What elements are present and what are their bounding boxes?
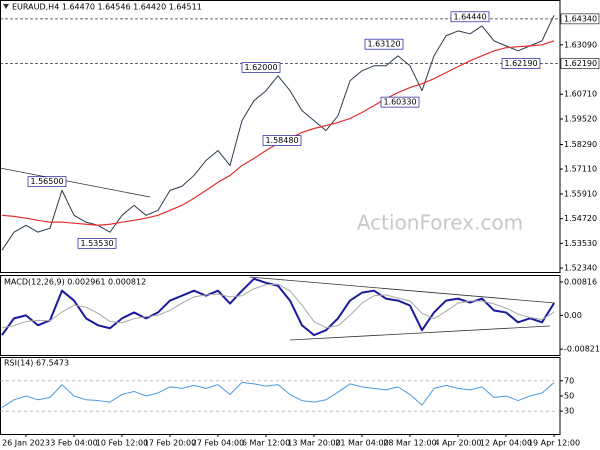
level-label-box bbox=[560, 58, 600, 69]
price-panel bbox=[0, 0, 561, 273]
annotation-label: 1.53530 bbox=[80, 239, 113, 248]
y-tick-label: 0.00816 bbox=[564, 277, 597, 286]
menu-icon[interactable] bbox=[3, 4, 9, 9]
y-tick-label: 1.52340 bbox=[564, 264, 597, 273]
x-tick-label: 19 Apr 12:00 bbox=[528, 439, 580, 448]
x-tick-label: 26 Jan 2023 bbox=[2, 439, 50, 448]
annotation-label: 1.58480 bbox=[265, 136, 298, 145]
x-tick-label: 12 Apr 04:00 bbox=[480, 439, 532, 448]
y-tick-label: 1.63090 bbox=[564, 40, 597, 49]
level-label-box bbox=[560, 13, 600, 25]
y-tick-label: 1.54720 bbox=[564, 214, 597, 223]
trend-line bbox=[0, 167, 151, 198]
annotation-label: 1.56500 bbox=[30, 177, 63, 186]
x-tick-label: 6 Mar 12:00 bbox=[242, 439, 290, 448]
x-tick-label: 28 Mar 12:00 bbox=[383, 439, 436, 448]
macd-title: MACD(12,26,9) 0.002961 0.000812 bbox=[4, 278, 146, 287]
y-tick-label: 1.60710 bbox=[564, 90, 597, 99]
x-tick-label: 17 Feb 20:00 bbox=[144, 439, 196, 448]
y-tick-label: 1.59520 bbox=[564, 114, 597, 123]
annotation-box bbox=[450, 11, 490, 23]
trend-line bbox=[289, 325, 551, 341]
annotation-label: 1.63120 bbox=[367, 40, 400, 49]
x-tick-label: 27 Feb 04:00 bbox=[192, 439, 244, 448]
watermark: ActionForex.com bbox=[357, 211, 523, 235]
x-tick-label: 4 Apr 20:00 bbox=[434, 439, 481, 448]
y-tick-label: 70 bbox=[564, 376, 574, 385]
y-tick-label: 50 bbox=[564, 392, 574, 401]
level-label: 1.62190 bbox=[564, 59, 597, 68]
y-tick-label: 0.00 bbox=[564, 311, 582, 320]
annotation-box bbox=[241, 62, 281, 73]
y-tick-label: 1.53530 bbox=[564, 239, 597, 248]
rsi-title: RSI(14) 67.5473 bbox=[4, 359, 69, 368]
y-tick-label: -0.00821 bbox=[564, 345, 600, 354]
annotation-box bbox=[364, 38, 404, 50]
annotation-box bbox=[380, 96, 420, 108]
annotation-box bbox=[27, 176, 67, 188]
annotation-label: 1.64440 bbox=[453, 12, 486, 21]
annotation-box bbox=[77, 237, 117, 249]
annotation-label: 1.60330 bbox=[383, 98, 416, 107]
y-tick-label: 30 bbox=[564, 407, 574, 416]
annotation-label: 1.62000 bbox=[244, 63, 277, 72]
y-tick-label: 1.57110 bbox=[564, 164, 597, 173]
annotation-label: 1.62190 bbox=[504, 59, 537, 68]
series-line bbox=[1, 15, 555, 251]
series-line bbox=[1, 381, 555, 408]
x-tick-label: 10 Feb 12:00 bbox=[96, 439, 148, 448]
trend-line bbox=[249, 276, 556, 304]
annotation-box bbox=[262, 135, 302, 146]
y-tick-label: 1.58290 bbox=[564, 140, 597, 149]
y-tick-label: 1.55910 bbox=[564, 189, 597, 198]
annotation-box bbox=[501, 58, 541, 69]
chart-title: EURAUD,H4 1.64470 1.64546 1.64420 1.6451… bbox=[12, 3, 202, 12]
x-tick-label: 3 Feb 04:00 bbox=[50, 439, 97, 448]
level-label: 1.64340 bbox=[564, 14, 597, 23]
x-tick-label: 21 Mar 04:00 bbox=[335, 439, 388, 448]
series-line bbox=[1, 277, 555, 337]
series-line bbox=[1, 283, 555, 329]
x-tick-label: 13 Mar 20:00 bbox=[287, 439, 340, 448]
